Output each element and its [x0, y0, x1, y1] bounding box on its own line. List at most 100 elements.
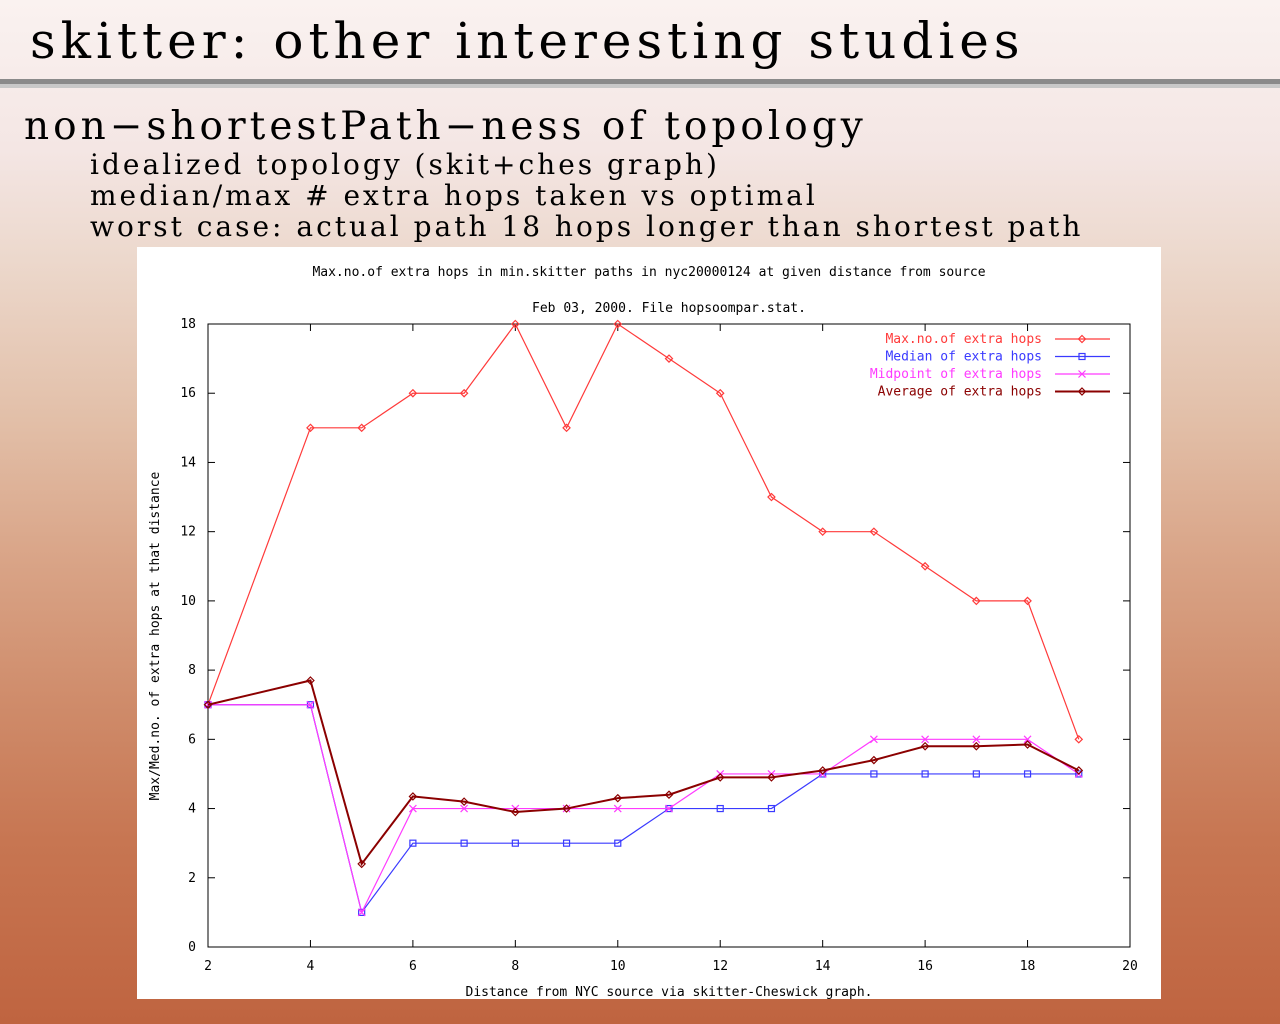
chart-panel: Max.no.of extra hops in min.skitter path… — [137, 247, 1161, 999]
section-heading: non−shortestPath−ness of topology — [24, 104, 867, 149]
line-chart: Max.no.of extra hops in min.skitter path… — [148, 265, 1138, 999]
data-point — [1023, 740, 1032, 749]
series-1 — [203, 319, 1084, 744]
chart-title: Max.no.of extra hops in min.skitter path… — [312, 265, 985, 280]
x-tick-label: 12 — [712, 959, 728, 974]
y-tick-label: 2 — [188, 871, 196, 886]
y-tick-label: 4 — [188, 802, 196, 817]
legend-label: Median of extra hops — [885, 350, 1042, 365]
x-tick-label: 8 — [511, 959, 519, 974]
series-line — [208, 704, 1080, 915]
series-line — [207, 679, 1080, 867]
data-point — [562, 804, 571, 813]
bullet-item: idealized topology (skit+ches graph) — [90, 148, 720, 181]
data-point — [510, 319, 520, 329]
legend-label: Average of extra hops — [878, 385, 1042, 400]
x-tick-label: 2 — [204, 959, 212, 974]
data-point — [613, 319, 623, 329]
data-point — [460, 839, 468, 847]
data-point — [562, 839, 571, 847]
x-tick-label: 16 — [917, 959, 933, 974]
data-point — [818, 527, 828, 537]
legend-label: Midpoint of extra hops — [870, 367, 1042, 382]
data-point — [408, 804, 417, 813]
plot-frame — [207, 323, 1131, 948]
data-point — [972, 735, 981, 744]
data-point — [357, 859, 367, 869]
data-point — [613, 793, 623, 803]
data-point — [971, 741, 981, 751]
data-point — [1023, 596, 1032, 606]
legend: Max.no.of extra hops Median of extra hops… — [870, 332, 1110, 400]
data-point — [511, 839, 519, 847]
x-tick-label: 20 — [1122, 959, 1138, 974]
data-point — [562, 423, 571, 433]
data-point — [1074, 734, 1084, 744]
data-point — [1023, 770, 1032, 778]
series-layer — [203, 319, 1084, 917]
legend-marker — [1077, 334, 1087, 344]
bullet-item: worst case: actual path 18 hops longer t… — [90, 210, 1084, 243]
x-tick-label: 14 — [815, 959, 831, 974]
data-point — [358, 908, 366, 916]
series-3 — [204, 700, 1083, 917]
data-point — [614, 839, 622, 847]
y-tick-label: 10 — [180, 594, 196, 609]
data-point — [409, 839, 417, 847]
data-point — [459, 797, 469, 806]
data-point — [920, 561, 930, 571]
data-point — [459, 388, 469, 398]
data-point — [971, 596, 981, 606]
data-point — [306, 423, 315, 433]
y-tick-label: 14 — [180, 455, 196, 470]
data-point — [203, 700, 213, 710]
data-point — [357, 908, 366, 917]
data-point — [869, 735, 878, 744]
x-tick-label: 6 — [409, 959, 417, 974]
data-point — [306, 676, 315, 685]
data-point — [715, 773, 725, 782]
y-tick-label: 6 — [188, 732, 196, 747]
y-tick-label: 16 — [180, 386, 196, 401]
legend-marker — [1077, 387, 1087, 396]
data-point — [921, 735, 930, 744]
data-point — [357, 423, 367, 433]
data-point — [870, 770, 878, 778]
data-point — [408, 388, 418, 398]
y-axis-label: Max/Med.no. of extra hops at that distan… — [148, 471, 163, 800]
data-point — [715, 388, 725, 398]
chart-subtitle: Feb 03, 2000. File hopsoompar.stat. — [532, 301, 806, 316]
y-tick-label: 12 — [180, 525, 196, 540]
data-point — [664, 354, 674, 363]
data-point — [767, 773, 776, 782]
legend-marker — [1078, 370, 1086, 378]
data-point — [613, 804, 622, 813]
data-point — [972, 770, 980, 778]
legend-label: Max.no.of extra hops — [885, 332, 1042, 347]
data-point — [665, 804, 673, 813]
data-point — [460, 804, 469, 813]
data-point — [920, 741, 930, 751]
data-point — [869, 527, 879, 537]
data-point — [408, 792, 418, 801]
data-point — [1074, 766, 1084, 775]
title-divider-highlight — [0, 84, 1280, 88]
slide-title: skitter: other interesting studies — [30, 12, 1025, 70]
data-point — [767, 492, 776, 502]
data-point — [1023, 735, 1032, 744]
data-point — [716, 804, 724, 813]
data-point — [921, 770, 929, 778]
x-axis-label: Distance from NYC source via skitter-Che… — [466, 985, 873, 999]
title-bar: skitter: other interesting studies — [0, 0, 1280, 78]
y-tick-label: 8 — [188, 663, 196, 678]
data-point — [510, 807, 520, 817]
data-point — [1075, 770, 1083, 778]
series-line — [207, 322, 1080, 740]
data-point — [306, 700, 315, 709]
x-tick-label: 10 — [610, 959, 626, 974]
data-point — [767, 804, 776, 813]
x-tick-label: 18 — [1020, 959, 1036, 974]
legend-marker — [1078, 352, 1086, 361]
data-point — [818, 766, 828, 775]
